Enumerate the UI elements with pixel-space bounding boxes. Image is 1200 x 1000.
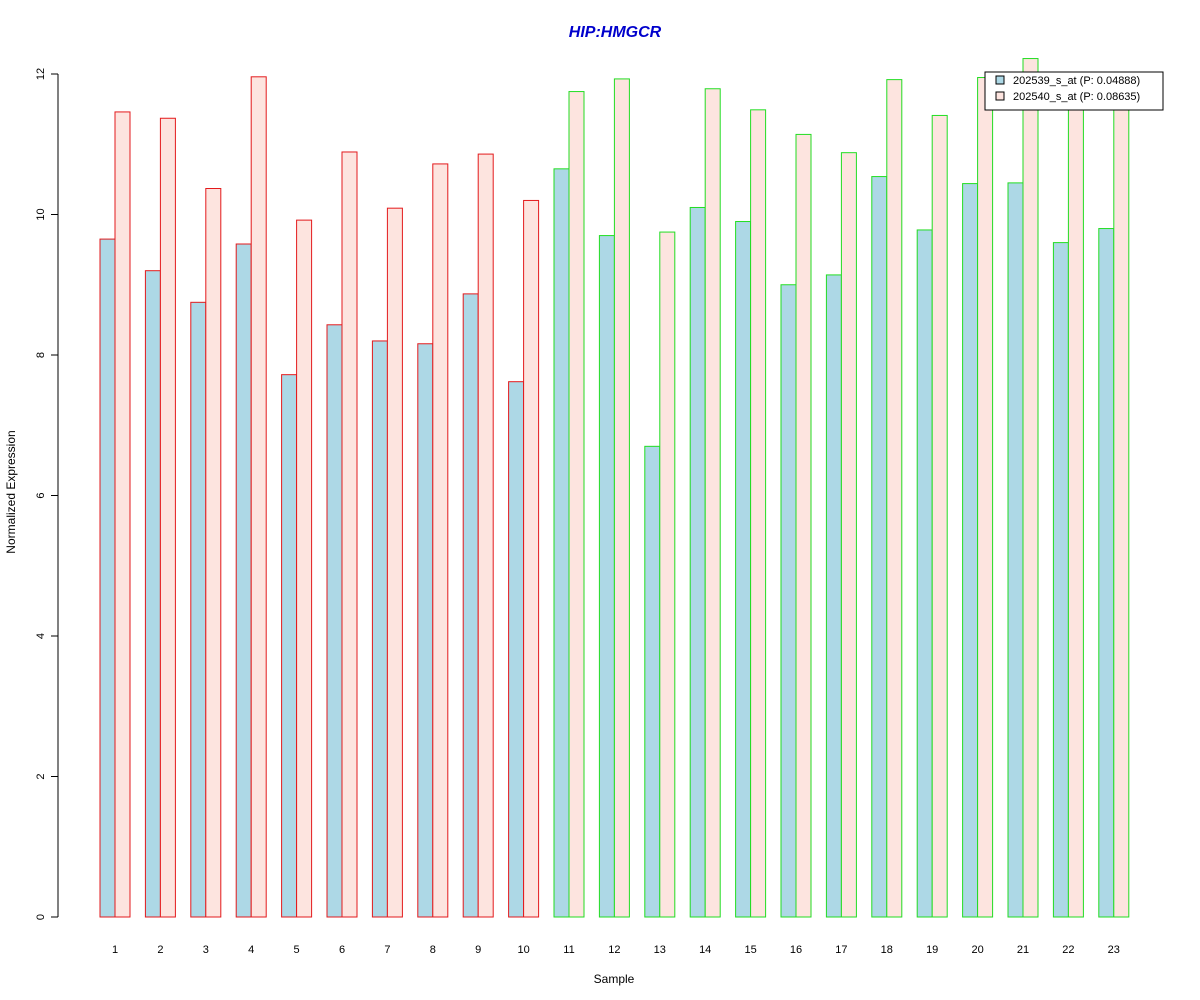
bar-sample-17-series-1: [825, 274, 842, 918]
x-tick-label: 16: [790, 944, 802, 956]
bar-sample-16-series-1: [780, 284, 797, 918]
bar-sample-20-series-1: [962, 183, 979, 918]
bar-sample-12-series-2: [613, 78, 630, 918]
bar-sample-15-series-1: [735, 221, 752, 918]
bar-sample-19-series-1: [916, 229, 933, 918]
bar-sample-1-series-1: [99, 238, 116, 918]
x-tick-labels: 1 2 3 4 5 6 7 8 9 10 11 12 13 14 15 16 17 18 19 20 21 22 23: [112, 944, 1120, 956]
bar-sample-7-series-2: [386, 207, 403, 918]
bar-sample-14-series-2: [704, 88, 721, 918]
bar-sample-2-series-2: [159, 117, 176, 918]
y-tick-label: 6: [35, 492, 47, 498]
chart-title: HIP:HMGCR: [569, 24, 662, 41]
y-axis: 0 2 4 6 8 10 12: [35, 68, 59, 920]
legend-label-series-2: 202540_s_at (P: 0.08635): [1013, 91, 1140, 103]
bar-sample-7-series-1: [371, 340, 388, 918]
bar-sample-6-series-1: [326, 324, 343, 918]
x-tick-label: 23: [1108, 944, 1120, 956]
bar-sample-19-series-2: [931, 114, 948, 918]
bar-sample-18-series-2: [886, 79, 903, 918]
bar-sample-16-series-2: [795, 133, 812, 918]
bar-sample-9-series-1: [462, 293, 479, 918]
bar-sample-11-series-1: [553, 168, 570, 918]
bar-sample-8-series-2: [432, 163, 449, 918]
x-tick-label: 19: [926, 944, 938, 956]
y-axis-label: Normalized Expression: [4, 430, 18, 553]
x-tick-label: 18: [881, 944, 893, 956]
y-tick-label: 12: [35, 68, 47, 80]
x-tick-label: 2: [157, 944, 163, 956]
legend-label-series-1: 202539_s_at (P: 0.04888): [1013, 75, 1140, 87]
y-tick-label: 10: [35, 208, 47, 220]
bar-sample-21-series-1: [1007, 182, 1024, 918]
y-tick-label: 4: [35, 633, 47, 639]
legend-box: [984, 71, 1164, 111]
legend-swatch-series-2: [995, 91, 1005, 101]
bar-sample-6-series-2: [341, 151, 358, 918]
x-tick-label: 11: [563, 944, 574, 956]
bar-sample-15-series-2: [750, 109, 767, 918]
x-tick-label: 15: [744, 944, 756, 956]
bar-sample-17-series-2: [840, 152, 857, 918]
bar-sample-21-series-2: [1022, 58, 1039, 918]
x-tick-label: 17: [835, 944, 847, 956]
bars-group: [99, 58, 1130, 918]
x-tick-label: 9: [475, 944, 481, 956]
x-tick-label: 14: [699, 944, 711, 956]
x-tick-label: 8: [430, 944, 436, 956]
x-tick-label: 22: [1062, 944, 1074, 956]
bar-sample-13-series-1: [644, 445, 661, 918]
bar-sample-4-series-1: [235, 243, 252, 918]
x-tick-label: 5: [294, 944, 300, 956]
bar-sample-1-series-2: [114, 111, 131, 918]
bar-sample-2-series-1: [144, 270, 161, 918]
x-tick-label: 20: [971, 944, 983, 956]
x-tick-label: 4: [248, 944, 254, 956]
bar-sample-23-series-2: [1113, 87, 1130, 918]
bar-sample-3-series-2: [205, 188, 222, 918]
x-tick-label: 1: [112, 944, 118, 956]
y-tick-label: 8: [35, 352, 47, 358]
bar-sample-13-series-2: [659, 231, 676, 918]
x-tick-label: 12: [608, 944, 620, 956]
bar-sample-23-series-1: [1098, 228, 1115, 918]
x-tick-label: 3: [203, 944, 209, 956]
bar-sample-22-series-2: [1067, 87, 1084, 918]
bar-sample-9-series-2: [477, 153, 494, 918]
x-tick-label: 10: [517, 944, 529, 956]
bar-sample-20-series-2: [977, 77, 994, 918]
y-tick-label: 0: [35, 914, 47, 920]
x-tick-label: 7: [384, 944, 390, 956]
bar-sample-18-series-1: [871, 176, 888, 918]
bar-sample-5-series-2: [296, 219, 313, 918]
bar-sample-11-series-2: [568, 91, 585, 918]
bar-sample-10-series-2: [523, 199, 540, 918]
bar-sample-10-series-1: [508, 381, 525, 918]
x-tick-label: 21: [1017, 944, 1029, 956]
bar-sample-14-series-1: [689, 206, 706, 918]
x-axis-label: Sample: [594, 972, 635, 986]
bar-sample-3-series-1: [190, 301, 207, 918]
x-tick-label: 13: [654, 944, 666, 956]
bar-sample-5-series-1: [281, 374, 298, 918]
bar-sample-8-series-1: [417, 343, 434, 918]
bar-sample-4-series-2: [250, 76, 267, 918]
bar-sample-22-series-1: [1052, 242, 1069, 918]
bar-sample-12-series-1: [598, 235, 615, 918]
legend: 202539_s_at (P: 0.04888) 202540_s_at (P:…: [984, 71, 1164, 111]
x-tick-label: 6: [339, 944, 345, 956]
legend-swatch-series-1: [995, 75, 1005, 85]
y-tick-label: 2: [35, 773, 47, 779]
